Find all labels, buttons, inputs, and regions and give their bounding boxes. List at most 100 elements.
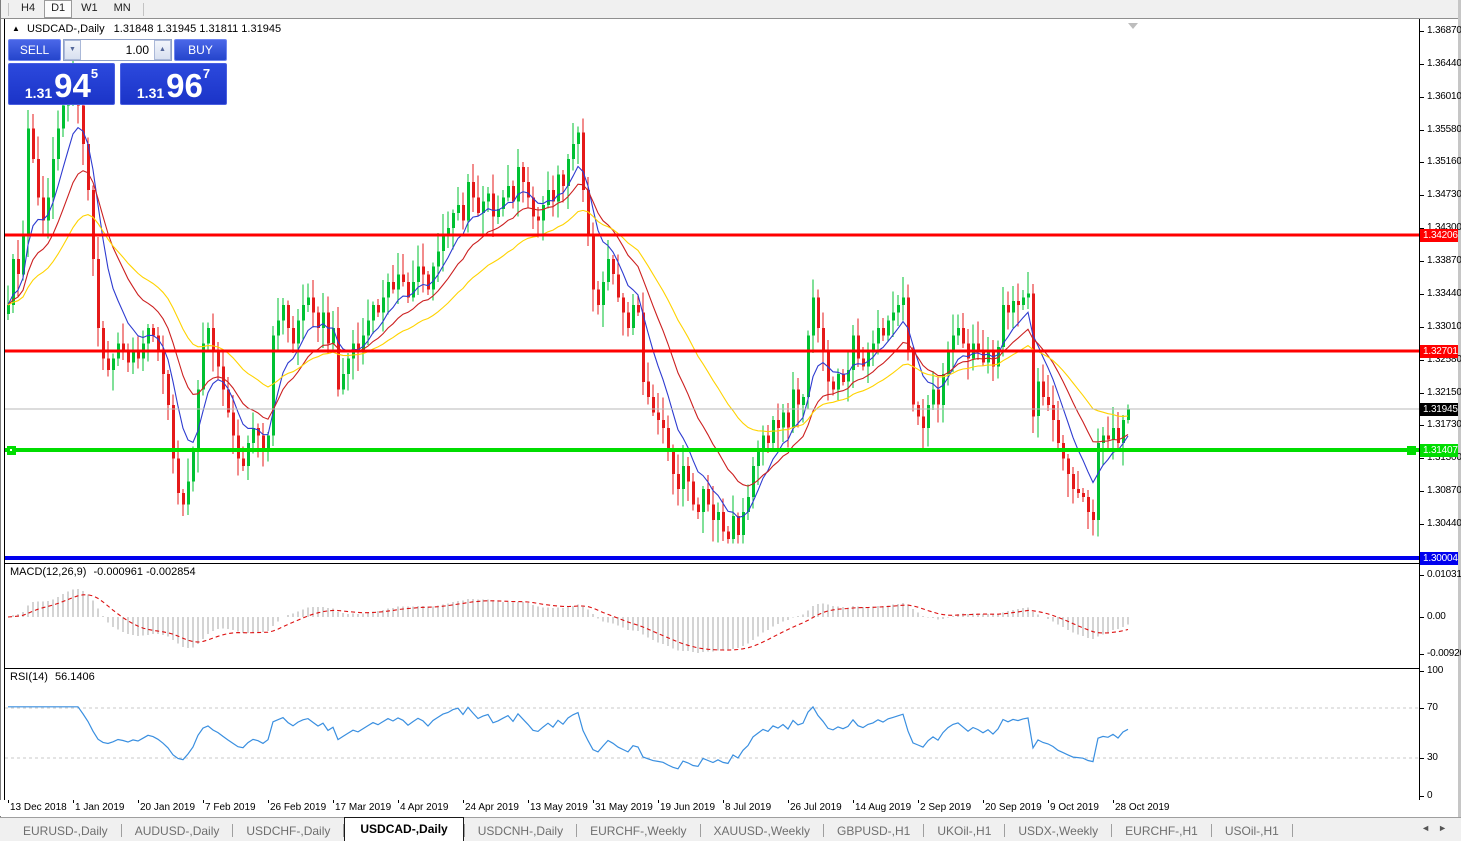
price-tick-label: 1.30440 [1427,518,1461,529]
bid-price-badge: 1.31945 [1420,403,1458,416]
hline-price-badge: 1.30004 [1420,552,1458,565]
axis-tick [1420,617,1424,618]
tab-scroll-arrows: ◄► [1421,823,1455,833]
date-label: 17 Mar 2019 [335,802,392,813]
symbol-tab-audusd-daily[interactable]: AUDUSD-,Daily [134,824,220,838]
symbol-tab-gbpusd-h1[interactable]: GBPUSD-,H1 [837,824,911,838]
date-label: 1 Jan 2019 [75,802,125,813]
window-left-edge [0,0,1,841]
date-tick [853,800,854,803]
axis-tick [1420,360,1424,361]
rsi-label: RSI(14) 56.1406 [10,671,95,683]
date-tick [463,800,464,803]
symbol-tab-usdx-weekly[interactable]: USDX-,Weekly [1018,824,1099,838]
macd-current-values: -0.000961 -0.002854 [93,566,196,578]
tab-separator [699,824,701,837]
collapse-triangle-icon: ▲ [12,24,20,33]
price-axis-border [1419,19,1420,801]
macd-tick-label: -0.009203 [1427,648,1461,659]
volume-increase-button[interactable]: ▲ [154,40,171,60]
tab-scroll-right-icon[interactable]: ► [1438,823,1455,833]
main-price-chart[interactable] [5,20,1419,563]
symbol-tab-usdchf-daily[interactable]: USDCHF-,Daily [246,824,331,838]
ask-price-box: 1.31 96 7 [120,63,227,105]
date-label: 24 Apr 2019 [465,802,519,813]
tab-separator [343,824,345,837]
tab-separator [1210,824,1212,837]
price-tick-label: 1.30870 [1427,485,1461,496]
volume-input[interactable]: 1.00 [125,43,149,57]
axis-tick [1420,261,1424,262]
timeframe-button-d1[interactable]: D1 [44,0,73,18]
bid-price-box: 1.31 94 5 [8,63,115,105]
rsi-current-value: 56.1406 [54,671,95,683]
price-tick-label: 1.31300 [1427,452,1461,463]
date-tick [333,800,334,803]
symbol-tab-ukoil-h1[interactable]: UKOil-,H1 [937,824,992,838]
sell-button[interactable]: SELL [8,39,61,61]
symbol-tab-usoil-h1[interactable]: USOil-,H1 [1224,824,1279,838]
symbol-tab-strip: EURUSD-,Daily AUDUSD-,Daily USDCHF-,Daily U… [0,817,1293,841]
tab-separator [232,824,234,837]
macd-tick-label: 0.00 [1427,611,1446,622]
rsi-panel-separator [4,668,1458,669]
date-tick [528,800,529,803]
bid-price-pips: 94 [54,67,91,104]
hline-price-badge: 1.32701 [1420,345,1458,358]
price-tick-label: 1.34730 [1427,189,1461,200]
price-tick-label: 1.34300 [1427,222,1461,233]
volume-decrease-button[interactable]: ▼ [64,40,81,60]
rsi-tick-label: 0 [1427,790,1433,801]
date-label: 26 Feb 2019 [270,802,327,813]
symbol-tab-usdcad-daily[interactable]: USDCAD-,Daily [344,817,464,841]
date-label: 13 May 2019 [530,802,588,813]
ask-price-point: 7 [202,66,211,81]
date-tick [593,800,594,803]
macd-tick-label: 0.010311 [1427,569,1461,580]
axis-tick [1420,524,1424,525]
axis-tick [1420,654,1424,655]
axis-tick [1420,31,1424,32]
axis-tick [1420,491,1424,492]
timeframe-toolbar: H4 D1 W1 MN [0,0,1461,19]
symbol-tab-usdcnh-daily[interactable]: USDCNH-,Daily [477,824,564,838]
date-tick [983,800,984,803]
price-tick-label: 1.36870 [1427,25,1461,36]
rsi-indicator-chart [5,705,1419,770]
axis-tick [1420,195,1424,196]
date-tick [658,800,659,803]
bid-price-major: 1.31 [24,85,53,101]
symbol-tab-xauusd-weekly[interactable]: XAUUSD-,Weekly [713,824,810,838]
axis-tick [1420,64,1424,65]
axis-tick [1420,758,1424,759]
timeframe-button-h4[interactable]: H4 [21,2,36,14]
price-tick-label: 1.33440 [1427,288,1461,299]
date-tick [1113,800,1114,803]
price-tick-label: 1.36440 [1427,58,1461,69]
date-tick [73,800,74,803]
timeframe-button-mn[interactable]: MN [113,2,131,14]
axis-tick [1420,671,1424,672]
axis-tick [1420,327,1424,328]
date-tick [8,800,9,803]
symbol-tab-eurchf-h1[interactable]: EURCHF-,H1 [1125,824,1198,838]
price-tick-label: 1.33010 [1427,321,1461,332]
timeframe-button-w1[interactable]: W1 [81,2,98,14]
rsi-name: RSI(14) [10,671,48,683]
price-axis: 1.36870 1.36440 1.36010 1.35580 1.35160 1.347… [1420,19,1461,801]
tab-separator [823,824,824,837]
axis-tick [1420,796,1424,797]
symbol-tab-eurusd-daily[interactable]: EURUSD-,Daily [23,824,108,838]
date-label: 20 Jan 2019 [140,802,196,813]
axis-tick [1420,97,1424,98]
date-label: 14 Aug 2019 [855,802,912,813]
toolbar-separator [142,2,144,16]
one-click-trading-panel: SELL ▼ 1.00 ▲ BUY 1.31 94 5 1.31 96 7 [8,39,227,105]
tab-scroll-left-icon[interactable]: ◄ [1421,823,1439,833]
tab-separator [120,824,122,837]
date-tick [138,800,139,803]
macd-label: MACD(12,26,9) -0.000961 -0.002854 [10,566,196,578]
buy-button[interactable]: BUY [174,39,227,61]
symbol-tab-eurchf-weekly[interactable]: EURCHF-,Weekly [590,824,687,838]
chart-title: ▲ USDCAD-,Daily 1.31848 1.31945 1.31811 … [12,23,281,35]
